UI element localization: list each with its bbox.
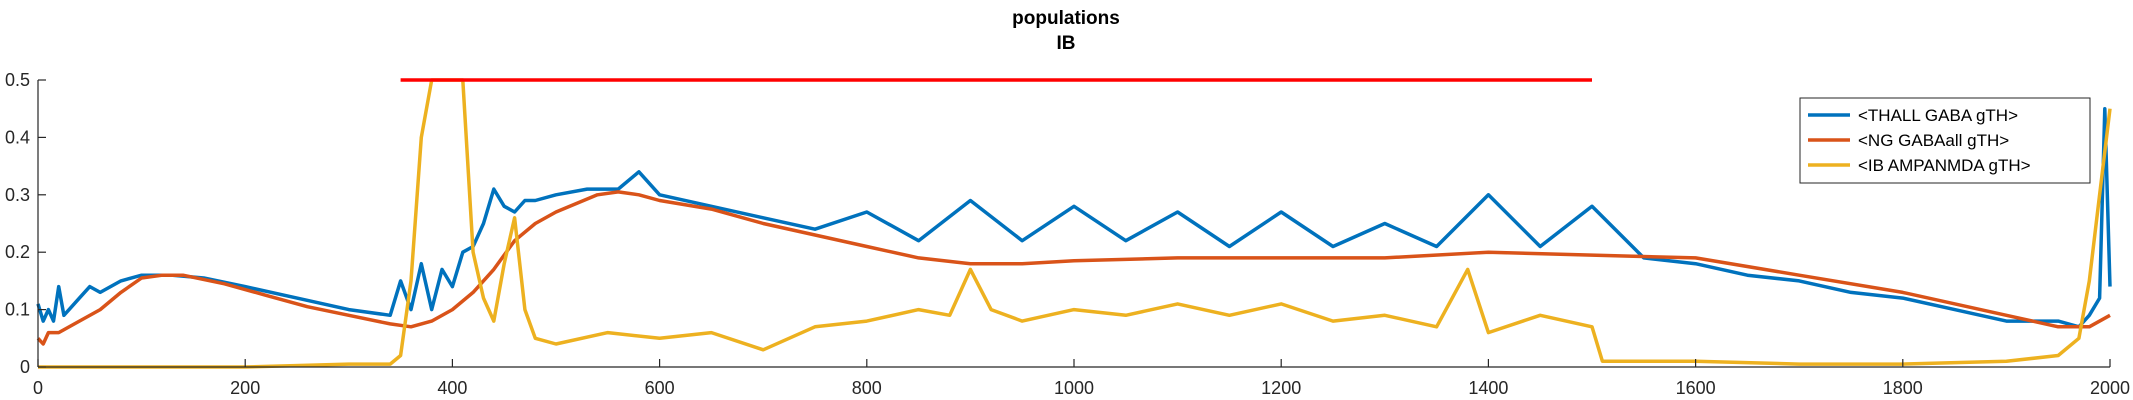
chart-subtitle: IB xyxy=(1057,33,1076,54)
y-tick-label: 0.2 xyxy=(5,242,30,262)
axes-layer: 0 200 400 600 800 1000 1200 1400 1600 1800 2000 0 0.… xyxy=(5,70,2130,398)
x-tick-label: 1200 xyxy=(1261,378,1301,398)
series-ng-gabaall-legend-label: <NG GABAall gTH> xyxy=(1858,131,2009,150)
x-tick-label: 2000 xyxy=(2090,378,2130,398)
x-tick-label: 600 xyxy=(645,378,675,398)
x-tick-label: 1800 xyxy=(1883,378,1923,398)
series-layer xyxy=(36,78,2112,369)
series-ng-gabaall-line xyxy=(36,190,2111,346)
x-tick-label: 1000 xyxy=(1054,378,1094,398)
chart-title: populations xyxy=(1012,8,1120,29)
x-tick-label: 1600 xyxy=(1676,378,1716,398)
series-thall-gaba-legend-label: <THALL GABA gTH> xyxy=(1858,106,2018,125)
x-tick-label: 400 xyxy=(437,378,467,398)
y-tick-label: 0.5 xyxy=(5,70,30,90)
x-tick-label: 1400 xyxy=(1468,378,1508,398)
y-tick-label: 0.4 xyxy=(5,127,30,147)
chart-legend: <THALL GABA gTH> <NG GABAall gTH> <IB AMPA… xyxy=(1799,97,2091,184)
series-thall-gaba-line xyxy=(36,106,2112,329)
series-ib-ampanmda-line xyxy=(38,78,2112,369)
x-tick-label: 0 xyxy=(33,378,43,398)
y-tick-label: 0.3 xyxy=(5,185,30,205)
y-tick-label: 0.1 xyxy=(5,300,30,320)
x-tick-label: 800 xyxy=(852,378,882,398)
y-tick-label: 0 xyxy=(20,357,30,377)
x-tick-label: 200 xyxy=(230,378,260,398)
series-ib-ampanmda-legend-label: <IB AMPANMDA gTH> xyxy=(1858,156,2031,175)
